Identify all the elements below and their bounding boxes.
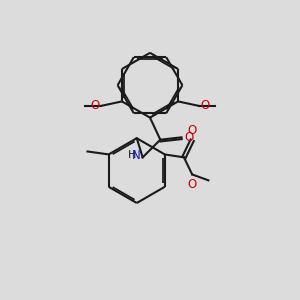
Text: O: O xyxy=(184,131,194,144)
Text: O: O xyxy=(188,124,197,137)
Text: O: O xyxy=(200,99,209,112)
Text: H: H xyxy=(128,150,136,160)
Text: O: O xyxy=(188,178,197,191)
Text: N: N xyxy=(131,148,140,161)
Text: O: O xyxy=(91,99,100,112)
